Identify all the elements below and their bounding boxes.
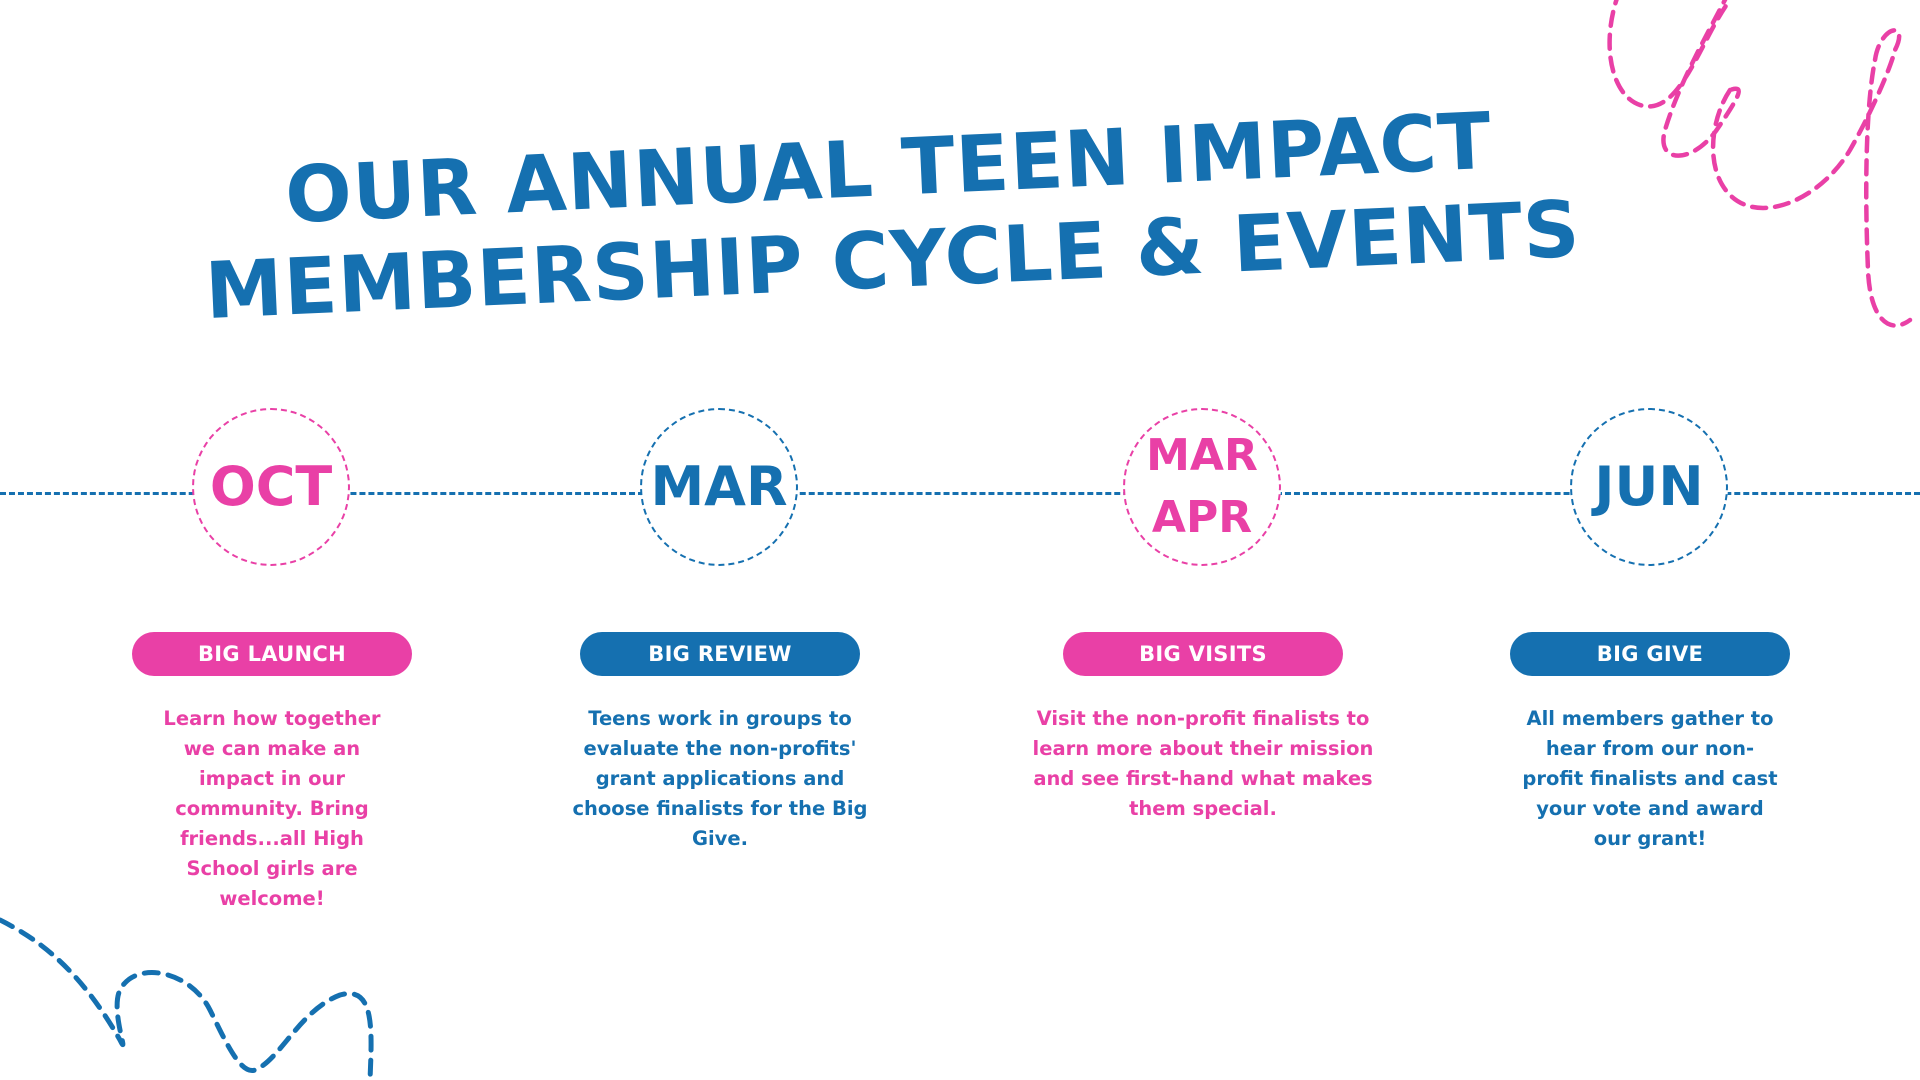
stage-big-launch: OCT BIG LAUNCH Learn how together we can… bbox=[122, 0, 422, 1080]
month-label: APR bbox=[1151, 492, 1253, 543]
description-line: impact in our bbox=[198, 767, 346, 790]
description-line: Give. bbox=[691, 827, 749, 850]
stage-badge: BIG GIVE bbox=[1510, 632, 1790, 676]
stage-big-review: MAR BIG REVIEW Teens work in groups to e… bbox=[570, 0, 870, 1080]
description-line: your vote and award bbox=[1536, 797, 1764, 820]
description-line: hear from our non- bbox=[1545, 737, 1755, 760]
stage-description: All members gather to hear from our non-… bbox=[1490, 704, 1810, 854]
month-label: MAR bbox=[650, 455, 788, 518]
month-circle: MAR APR bbox=[1123, 408, 1281, 566]
stage-badge: BIG VISITS bbox=[1063, 632, 1343, 676]
description-line: School girls are bbox=[186, 857, 358, 880]
stage-description: Learn how together we can make an impact… bbox=[132, 704, 412, 914]
description-line: Teens work in groups to bbox=[588, 707, 852, 730]
description-line: Learn how together bbox=[163, 707, 381, 730]
pink-squiggle-icon bbox=[1607, 0, 1913, 328]
description-line: we can make an bbox=[183, 737, 361, 760]
description-line: friends...all High bbox=[180, 827, 364, 850]
stage-big-give: JUN BIG GIVE All members gather to hear … bbox=[1500, 0, 1800, 1080]
description-line: them special. bbox=[1129, 797, 1277, 820]
month-label: JUN bbox=[1594, 455, 1704, 518]
timeline-connector bbox=[0, 492, 1920, 495]
description-line: community. Bring bbox=[175, 797, 369, 820]
month-label: MAR bbox=[1146, 430, 1258, 481]
month-circle: MAR bbox=[640, 408, 798, 566]
description-line: welcome! bbox=[219, 887, 325, 910]
month-circle: OCT bbox=[192, 408, 350, 566]
stage-description: Visit the non-profit finalists to learn … bbox=[1013, 704, 1393, 824]
description-line: profit finalists and cast bbox=[1522, 767, 1778, 790]
month-circle: JUN bbox=[1570, 408, 1728, 566]
stage-badge: BIG LAUNCH bbox=[132, 632, 412, 676]
stage-badge: BIG REVIEW bbox=[580, 632, 860, 676]
description-line: All members gather to bbox=[1526, 707, 1774, 730]
month-label: OCT bbox=[209, 455, 333, 518]
description-line: learn more about their mission bbox=[1032, 737, 1374, 760]
description-line: and see first-hand what makes bbox=[1033, 767, 1373, 790]
stage-big-visits: MAR APR BIG VISITS Visit the non-profit … bbox=[1033, 0, 1373, 1080]
stage-description: Teens work in groups to evaluate the non… bbox=[550, 704, 890, 854]
description-line: grant applications and bbox=[595, 767, 845, 790]
description-line: Visit the non-profit finalists to bbox=[1036, 707, 1370, 730]
description-line: evaluate the non-profits' bbox=[583, 737, 857, 760]
description-line: choose finalists for the Big bbox=[572, 797, 868, 820]
blue-squiggle-icon bbox=[0, 917, 374, 1080]
description-line: our grant! bbox=[1593, 827, 1707, 850]
